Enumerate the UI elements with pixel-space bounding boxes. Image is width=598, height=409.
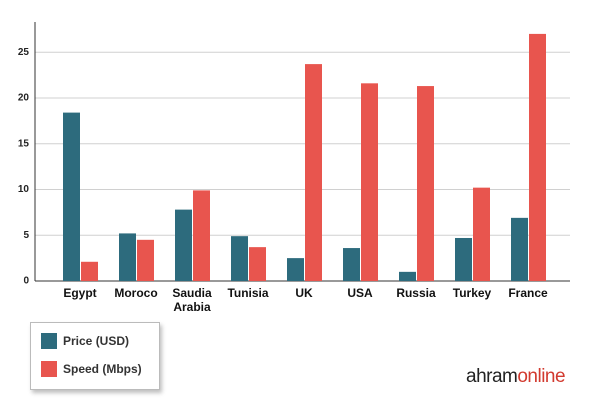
bar	[175, 209, 192, 281]
x-tick-label: Russia	[396, 286, 436, 300]
legend-swatch	[41, 361, 57, 377]
legend-item: Speed (Mbps)	[41, 359, 142, 379]
y-tick-label: 0	[23, 276, 29, 287]
legend-swatch	[41, 333, 57, 349]
bar	[193, 190, 210, 281]
bar	[473, 187, 490, 281]
bar	[81, 261, 98, 281]
y-tick-label: 5	[23, 230, 29, 241]
logo-part: ahram	[466, 366, 518, 387]
legend: Price (USD) Speed (Mbps)	[30, 322, 160, 390]
x-tick-label: France	[508, 286, 548, 300]
bar	[343, 248, 360, 281]
bar	[119, 233, 136, 281]
bar	[287, 258, 304, 281]
x-tick-label: Egypt	[63, 286, 97, 300]
logo: ahramonline	[466, 366, 566, 388]
bar	[231, 236, 248, 281]
logo-part: online	[517, 366, 566, 387]
bar	[511, 217, 528, 281]
bar	[455, 237, 472, 281]
legend-label: Speed (Mbps)	[63, 362, 142, 376]
x-tick-label: Moroco	[114, 286, 158, 300]
x-tick-label: UK	[295, 286, 313, 300]
legend-item: Price (USD)	[41, 331, 129, 351]
bar	[529, 33, 546, 282]
bar	[305, 64, 322, 281]
bar	[399, 271, 416, 281]
x-tick-label: Saudia Arabia	[172, 286, 212, 314]
bar	[417, 86, 434, 282]
bar	[137, 239, 154, 281]
y-tick-label: 20	[18, 93, 30, 104]
x-tick-label: Turkey	[452, 286, 492, 300]
y-tick-label: 25	[18, 47, 30, 58]
bar	[63, 112, 80, 281]
bar	[361, 83, 378, 281]
y-tick-label: 10	[18, 184, 30, 195]
x-tick-label: USA	[347, 286, 373, 300]
x-tick-label: Tunisia	[227, 286, 269, 300]
y-tick-label: 15	[18, 138, 30, 149]
legend-label: Price (USD)	[63, 334, 130, 348]
bar	[249, 247, 266, 281]
